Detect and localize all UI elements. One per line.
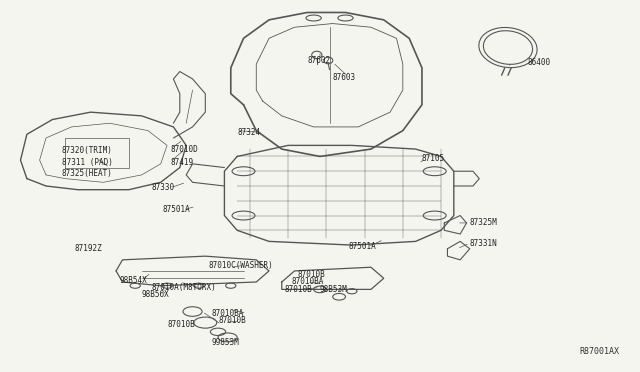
Text: 87010BA: 87010BA: [291, 278, 324, 286]
Text: 87010BA: 87010BA: [212, 309, 244, 318]
Text: 87010B: 87010B: [218, 316, 246, 325]
Text: 87010C(WASHER): 87010C(WASHER): [209, 261, 273, 270]
Text: 86400: 86400: [527, 58, 550, 67]
Text: 87192Z: 87192Z: [75, 244, 102, 253]
Text: 87010B: 87010B: [167, 320, 195, 329]
Text: 99853M: 99853M: [212, 339, 239, 347]
Text: 87501A: 87501A: [163, 205, 190, 215]
Text: 87325M: 87325M: [470, 218, 497, 227]
Text: 87010B: 87010B: [298, 270, 326, 279]
Text: 87603: 87603: [333, 73, 356, 81]
Text: 87324: 87324: [237, 128, 260, 137]
Text: 87602: 87602: [307, 56, 330, 65]
Text: 98B53M: 98B53M: [320, 285, 348, 294]
Text: 87105: 87105: [422, 154, 445, 163]
Text: 87320(TRIM): 87320(TRIM): [62, 147, 113, 155]
Text: 87010A(M8TORX): 87010A(M8TORX): [151, 283, 216, 292]
Text: 87010D: 87010D: [170, 145, 198, 154]
Text: 87325(HEAT): 87325(HEAT): [62, 169, 113, 177]
Text: 87010B: 87010B: [285, 285, 313, 294]
Text: R87001AX: R87001AX: [579, 347, 620, 356]
Text: 87501A: 87501A: [349, 243, 376, 251]
Text: 87311 (PAD): 87311 (PAD): [62, 157, 113, 167]
Text: 87331N: 87331N: [470, 239, 497, 248]
Text: 98B56X: 98B56X: [141, 291, 170, 299]
Text: 87419: 87419: [170, 157, 193, 167]
Text: 98B54X: 98B54X: [119, 276, 147, 285]
Text: 87330: 87330: [151, 183, 174, 192]
